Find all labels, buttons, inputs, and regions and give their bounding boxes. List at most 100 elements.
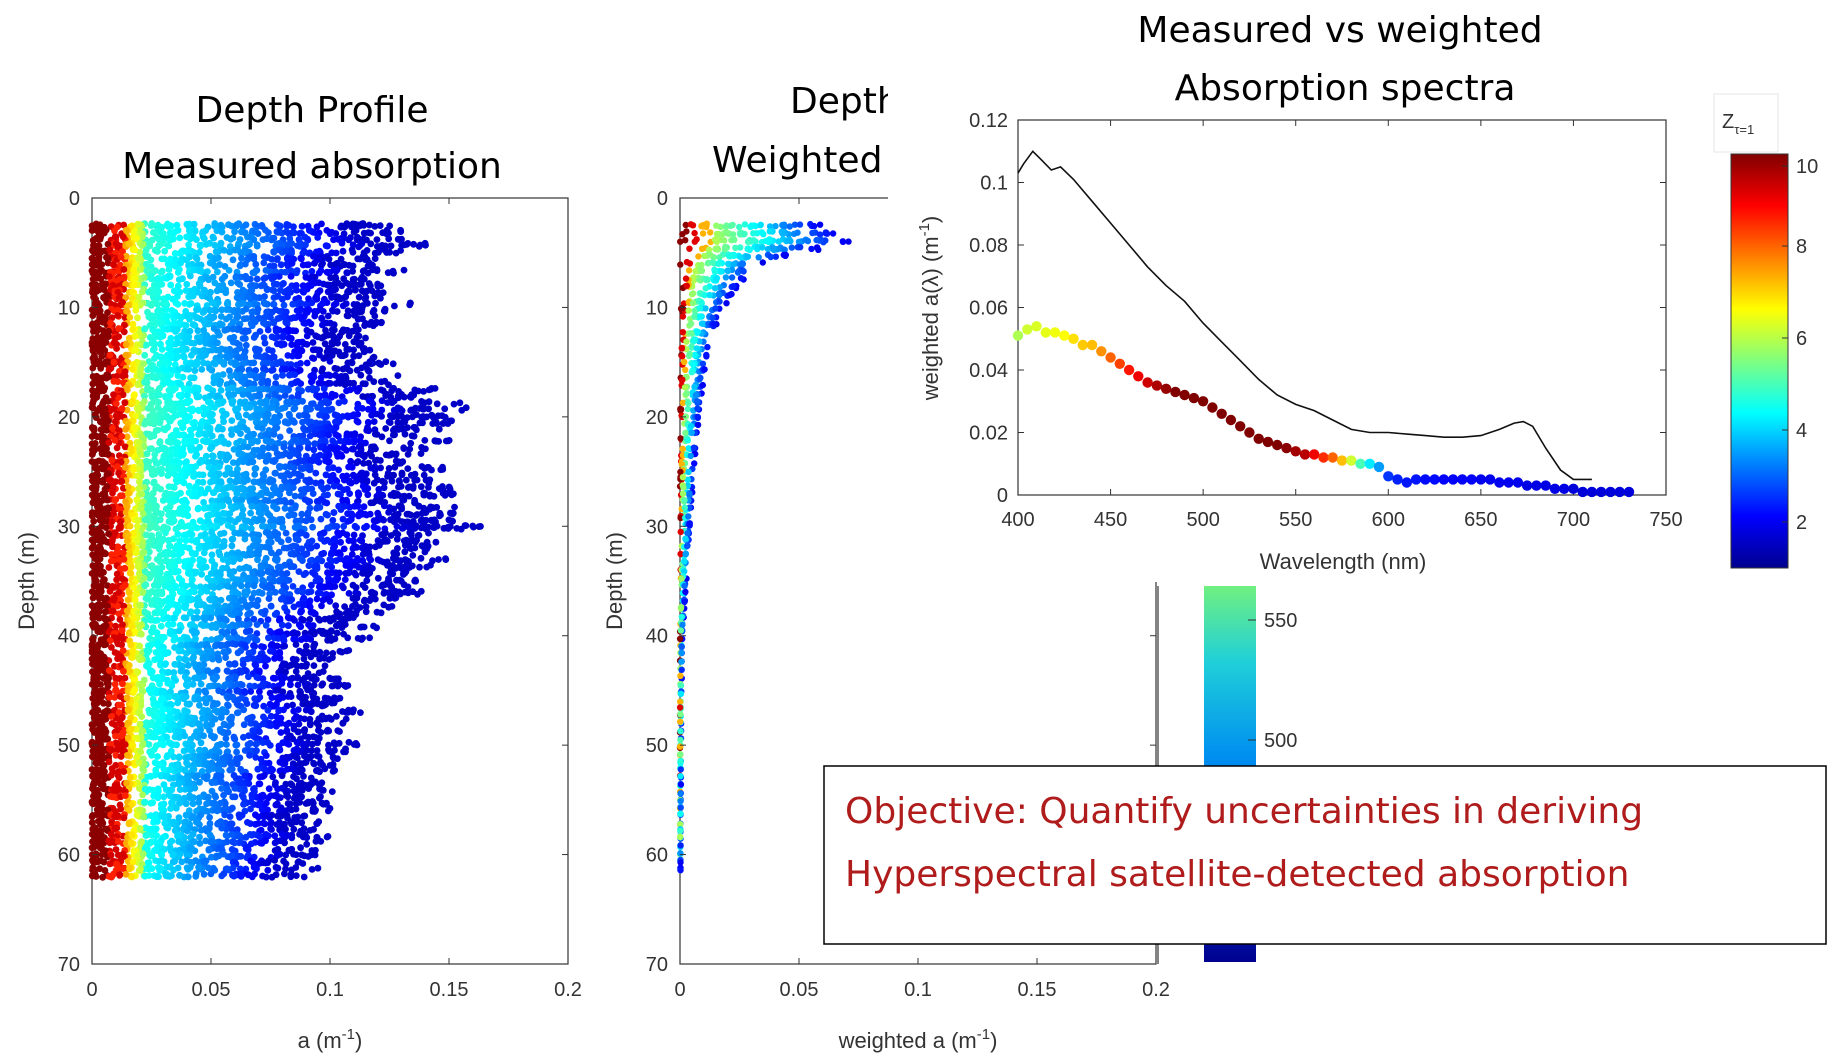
measured-point (304, 509, 312, 516)
measured-point (232, 274, 240, 281)
measured-point (125, 301, 132, 309)
measured-point (192, 314, 200, 322)
measured-point (366, 510, 374, 518)
measured-point (210, 476, 217, 483)
measured-point (121, 463, 129, 471)
measured-point (325, 465, 333, 472)
measured-point (377, 294, 384, 302)
measured-point (191, 424, 198, 431)
measured-point (181, 523, 188, 530)
measured-point (368, 287, 376, 295)
measured-point (366, 555, 373, 562)
measured-point (151, 246, 159, 254)
measured-point (373, 516, 381, 524)
measured-point (333, 450, 341, 458)
measured-point (367, 464, 375, 472)
measured-point (132, 424, 140, 431)
measured-point (175, 339, 182, 347)
measured-point (342, 300, 350, 307)
measured-point (324, 484, 332, 491)
measured-point (250, 576, 257, 584)
measured-point (166, 398, 173, 406)
measured-point (222, 471, 229, 478)
measured-point (360, 459, 367, 467)
measured-point (129, 365, 136, 373)
measured-point (176, 234, 184, 242)
measured-point (228, 470, 236, 478)
measured-point (389, 431, 397, 439)
measured-point (340, 326, 348, 334)
measured-point (344, 312, 352, 320)
measured-point (273, 557, 281, 564)
measured-point (302, 241, 309, 249)
measured-point (93, 274, 101, 281)
measured-point (274, 535, 282, 543)
measured-point (343, 269, 351, 277)
measured-point (390, 471, 397, 479)
measured-point (425, 529, 432, 537)
measured-point (270, 444, 277, 452)
measured-point (238, 576, 246, 583)
measured-point (196, 338, 204, 346)
measured-point (412, 512, 420, 519)
measured-point (234, 307, 242, 315)
measured-point (367, 318, 375, 326)
measured-point (376, 360, 384, 368)
measured-point (186, 226, 194, 234)
measured-point (238, 292, 246, 300)
measured-point (149, 229, 157, 236)
measured-point (211, 562, 218, 569)
measured-point (235, 515, 242, 523)
measured-point (300, 247, 308, 255)
measured-point (226, 510, 234, 517)
measured-point (359, 469, 366, 477)
measured-point (370, 378, 378, 386)
measured-point (277, 286, 284, 294)
measured-point (268, 347, 276, 355)
measured-point (167, 352, 175, 360)
measured-point (261, 293, 268, 300)
measured-point (222, 346, 230, 354)
measured-point (100, 280, 108, 288)
measured-point (205, 276, 213, 284)
measured-point (387, 242, 395, 250)
measured-point (326, 380, 334, 387)
measured-point (218, 516, 226, 524)
measured-point (262, 458, 270, 465)
measured-point (264, 377, 272, 385)
measured-point (288, 259, 296, 267)
measured-point (291, 523, 299, 531)
measured-point (94, 510, 102, 518)
measured-point (275, 229, 283, 236)
measured-point (421, 548, 429, 556)
measured-point (360, 229, 368, 237)
measured-point (341, 223, 349, 231)
measured-point (379, 289, 387, 296)
measured-point (356, 255, 364, 263)
measured-point (120, 266, 128, 273)
measured-point (289, 300, 297, 308)
measured-point (298, 222, 306, 230)
measured-point (170, 235, 177, 243)
measured-point (190, 233, 198, 241)
measured-point (269, 404, 276, 411)
measured-point (419, 413, 427, 420)
measured-point (316, 287, 324, 294)
measured-point (110, 391, 117, 398)
measured-point (317, 483, 325, 490)
measured-point (382, 425, 390, 432)
measured-point (435, 425, 443, 433)
measured-point (195, 431, 203, 438)
measured-point (142, 417, 150, 425)
measured-point (250, 542, 257, 549)
measured-point (299, 397, 306, 405)
measured-point (264, 326, 272, 334)
measured-point (319, 260, 326, 267)
measured-point (385, 235, 393, 243)
measured-point (330, 236, 337, 244)
measured-point (451, 503, 458, 511)
measured-point (177, 489, 184, 497)
measured-point (441, 489, 449, 497)
measured-point (296, 243, 304, 250)
measured-point (355, 293, 363, 301)
